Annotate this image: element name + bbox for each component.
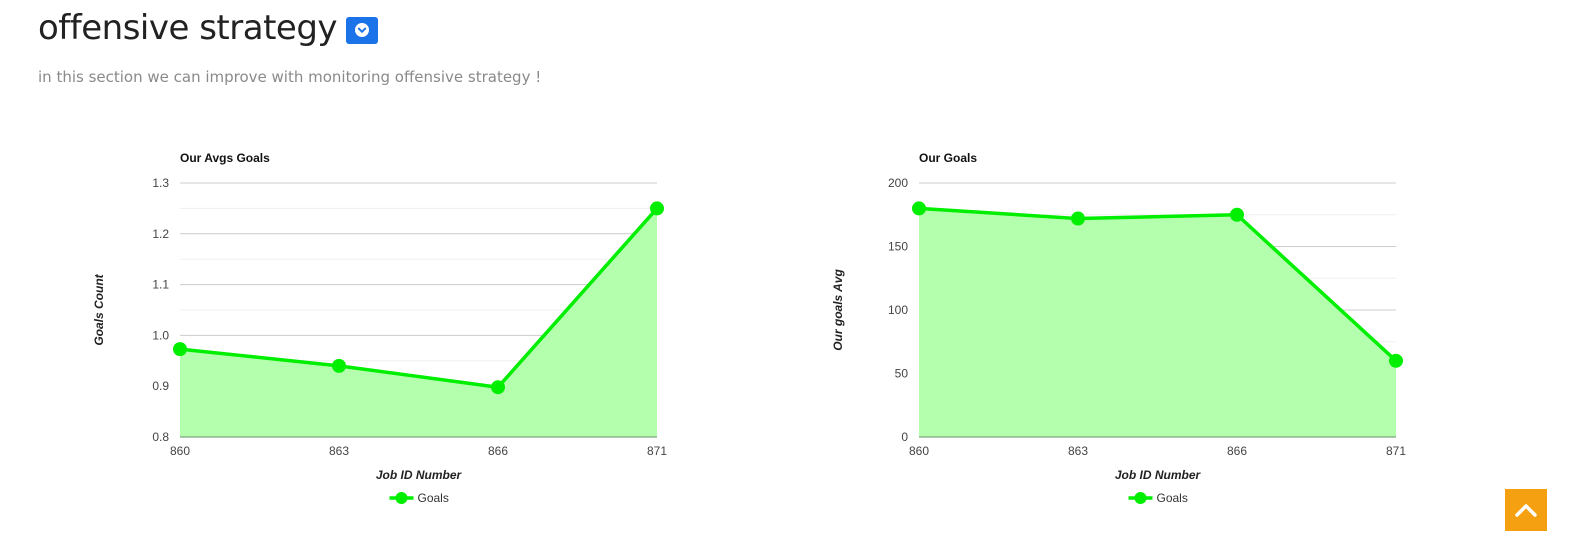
data-point xyxy=(1389,353,1403,368)
data-point xyxy=(332,358,346,373)
y-tick-label: 1.2 xyxy=(152,227,169,241)
legend-marker xyxy=(1134,492,1147,504)
scroll-to-top-button[interactable] xyxy=(1505,489,1547,531)
series-area xyxy=(919,208,1396,437)
data-point xyxy=(650,201,664,216)
y-tick-label: 0.9 xyxy=(152,379,169,393)
x-tick-label: 866 xyxy=(488,444,508,458)
y-tick-label: 1.0 xyxy=(152,328,169,342)
legend-marker xyxy=(395,492,408,504)
series-line xyxy=(918,206,1398,363)
x-tick-label: 863 xyxy=(1068,444,1088,458)
y-tick-label: 50 xyxy=(895,367,909,381)
y-tick-label: 100 xyxy=(888,303,908,317)
dropdown-button[interactable] xyxy=(346,16,379,44)
title-row: offensive strategy xyxy=(38,8,541,48)
chart-title: Our Goals xyxy=(919,151,977,165)
x-axis-label: Job ID Number xyxy=(1115,468,1202,482)
chevron-up-icon xyxy=(1515,504,1537,517)
x-axis-label: Job ID Number xyxy=(376,468,463,482)
y-tick-label: 200 xyxy=(888,176,908,190)
x-tick-label: 860 xyxy=(909,444,929,458)
page-subtitle: in this section we can improve with moni… xyxy=(38,68,542,86)
data-point xyxy=(1230,207,1244,222)
data-point xyxy=(491,380,505,395)
legend-label: Goals xyxy=(418,491,449,505)
y-tick-label: 1.3 xyxy=(152,176,169,190)
y-axis-label: Goals Count xyxy=(92,273,106,345)
data-point xyxy=(1071,211,1085,226)
y-tick-label: 1.1 xyxy=(152,278,169,292)
chart-avgs-goals: 0.8 0.9 1.0 1.1 1.2 1.3 860 863 866 871 Our Avgs G… xyxy=(92,151,667,505)
legend-label: Goals xyxy=(1157,491,1188,505)
x-tick-label: 871 xyxy=(1386,444,1406,458)
chart-title: Our Avgs Goals xyxy=(180,151,270,165)
y-tick-label: 150 xyxy=(888,240,908,254)
series-line xyxy=(179,207,659,389)
y-axis-label: Our goals Avg xyxy=(831,269,845,351)
series-area xyxy=(180,208,657,437)
x-tick-label: 871 xyxy=(647,444,667,458)
page-title: offensive strategy xyxy=(38,8,338,48)
chevron-down-icon xyxy=(355,23,370,37)
x-tick-label: 863 xyxy=(329,444,349,458)
x-tick-label: 866 xyxy=(1227,444,1247,458)
y-tick-label: 0 xyxy=(901,430,908,444)
page-header: offensive strategy in this section we ca… xyxy=(38,8,541,86)
data-point xyxy=(173,342,187,357)
y-tick-label: 0.8 xyxy=(152,430,169,444)
data-point xyxy=(912,201,926,216)
x-tick-label: 860 xyxy=(170,444,190,458)
